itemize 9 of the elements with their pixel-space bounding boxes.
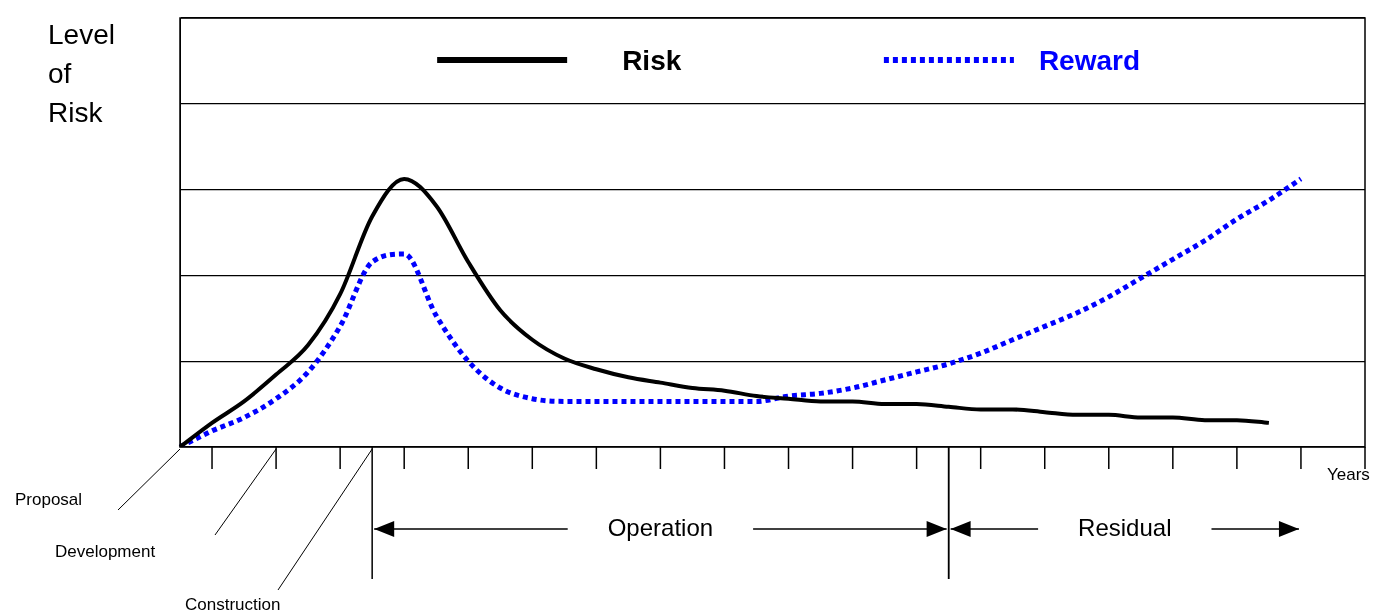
text: Construction xyxy=(185,594,281,613)
text: Development xyxy=(55,541,156,561)
text: Proposal xyxy=(15,489,83,509)
text: Residual xyxy=(1078,513,1172,541)
legend-label: Reward xyxy=(1038,44,1141,76)
text: Operation xyxy=(607,513,714,541)
x-axis-title: Years xyxy=(1327,464,1370,484)
y-axis-title: Level of Risk xyxy=(48,18,115,128)
legend-label: Risk xyxy=(622,44,682,76)
